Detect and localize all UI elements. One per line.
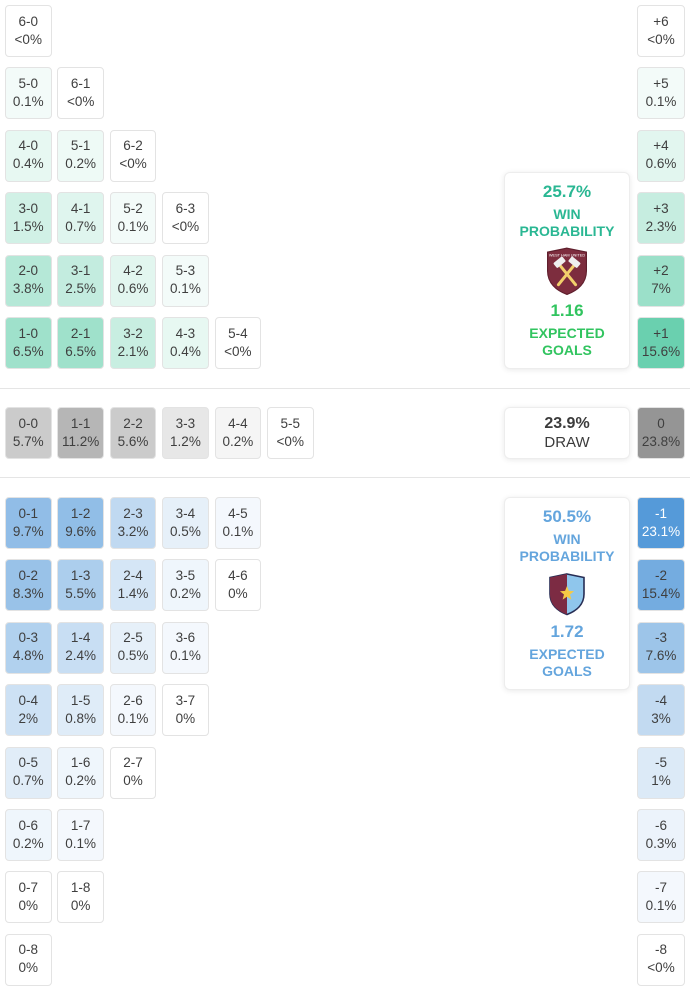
home-win-probability-label: WIN PROBABILITY <box>519 205 615 240</box>
diff-cell--4: -4 3% <box>637 684 685 737</box>
score-cell-1-1: 1-1 11.2% <box>57 407 104 459</box>
score-cell-4-5: 4-5 0.1% <box>214 497 262 549</box>
crest-emblem <box>559 585 575 600</box>
score-cell-3-7: 3-7 0% <box>162 684 209 737</box>
score-cell-6-0: 6-0 <0% <box>5 5 52 57</box>
diff-cell-+2: +2 7% <box>637 254 685 307</box>
crossed-hammers-icon <box>556 262 578 286</box>
score-cell-1-0: 1-0 6.5% <box>5 317 52 369</box>
score-cell-0-5: 0-5 0.7% <box>5 746 52 799</box>
diff-cell--6: -6 0.3% <box>637 809 685 861</box>
score-cell-2-2: 2-2 5.6% <box>109 407 157 459</box>
score-cell-0-3: 0-3 4.8% <box>5 621 52 674</box>
score-cell-5-2: 5-2 0.1% <box>109 192 157 245</box>
draw-panel: 23.9% DRAW <box>504 407 630 459</box>
score-cell-1-4: 1-4 2.4% <box>57 621 104 674</box>
score-cell-1-7: 1-7 0.1% <box>57 809 104 861</box>
score-cell-4-1: 4-1 0.7% <box>57 192 104 245</box>
score-cell-5-0: 5-0 0.1% <box>5 67 52 120</box>
score-cell-2-4: 2-4 1.4% <box>109 559 157 612</box>
draw-away-divider <box>0 477 690 478</box>
aston-villa-badge <box>547 572 587 616</box>
draw-label: DRAW <box>544 434 590 451</box>
score-cell-5-3: 5-3 0.1% <box>162 254 209 307</box>
away-expected-goals-label: EXPECTED GOALS <box>529 645 605 680</box>
score-cell-5-1: 5-1 0.2% <box>57 129 104 182</box>
score-cell-4-3: 4-3 0.4% <box>162 317 209 369</box>
score-cell-6-1: 6-1 <0% <box>57 67 104 120</box>
home-expected-goals-label: EXPECTED GOALS <box>529 324 605 359</box>
aston-villa-badge-graphic <box>549 572 585 615</box>
score-cell-4-6: 4-6 0% <box>214 559 262 612</box>
score-cell-2-1: 2-1 6.5% <box>57 317 104 369</box>
diff-cell-+3: +3 2.3% <box>637 192 685 245</box>
west-ham-badge-graphic: WEST HAM UNITED <box>547 247 587 295</box>
diff-cell--7: -7 0.1% <box>637 871 685 924</box>
away-win-probability-label: WIN PROBABILITY <box>519 530 615 565</box>
diff-cell-+6: +6 <0% <box>637 5 685 57</box>
score-cell-6-3: 6-3 <0% <box>162 192 209 245</box>
score-cell-6-2: 6-2 <0% <box>109 129 157 182</box>
away-win-panel: 50.5% WIN PROBABILITY 1.72 EXPECTED GOAL… <box>504 497 630 690</box>
score-cell-2-5: 2-5 0.5% <box>109 621 157 674</box>
score-cell-1-6: 1-6 0.2% <box>57 746 104 799</box>
score-cell-4-2: 4-2 0.6% <box>109 254 157 307</box>
score-cell-1-3: 1-3 5.5% <box>57 559 104 612</box>
score-cell-3-4: 3-4 0.5% <box>162 497 209 549</box>
score-cell-4-4: 4-4 0.2% <box>214 407 262 459</box>
home-expected-goals: 1.16 <box>550 300 584 320</box>
diff-cell-+5: +5 0.1% <box>637 67 685 120</box>
score-cell-0-1: 0-1 9.7% <box>5 497 52 549</box>
score-cell-2-7: 2-7 0% <box>109 746 157 799</box>
score-cell-1-8: 1-8 0% <box>57 871 104 924</box>
diff-cell--3: -3 7.6% <box>637 621 685 674</box>
score-cell-2-3: 2-3 3.2% <box>109 497 157 549</box>
score-cell-3-6: 3-6 0.1% <box>162 621 209 674</box>
score-cell-3-5: 3-5 0.2% <box>162 559 209 612</box>
diff-cell-+4: +4 0.6% <box>637 129 685 182</box>
score-cell-0-2: 0-2 8.3% <box>5 559 52 612</box>
away-expected-goals: 1.72 <box>550 621 584 641</box>
score-cell-1-2: 1-2 9.6% <box>57 497 104 549</box>
diff-cell--5: -5 1% <box>637 746 685 799</box>
score-cell-3-1: 3-1 2.5% <box>57 254 104 307</box>
score-cell-0-0: 0-0 5.7% <box>5 407 52 459</box>
score-cell-4-0: 4-0 0.4% <box>5 129 52 182</box>
score-cell-0-8: 0-8 0% <box>5 933 52 986</box>
score-cell-1-5: 1-5 0.8% <box>57 684 104 737</box>
score-cell-0-6: 0-6 0.2% <box>5 809 52 861</box>
diff-cell--8: -8 <0% <box>637 933 685 986</box>
score-cell-2-6: 2-6 0.1% <box>109 684 157 737</box>
west-ham-badge-text: WEST HAM UNITED <box>549 252 586 257</box>
draw-probability: 23.9% <box>544 415 590 432</box>
west-ham-badge: WEST HAM UNITED <box>544 247 590 295</box>
score-cell-2-0: 2-0 3.8% <box>5 254 52 307</box>
diff-cell-0: 0 23.8% <box>637 407 685 459</box>
score-cell-3-2: 3-2 2.1% <box>109 317 157 369</box>
diff-cell-+1: +1 15.6% <box>637 317 685 369</box>
score-cell-0-7: 0-7 0% <box>5 871 52 924</box>
score-cell-5-5: 5-5 <0% <box>267 407 314 459</box>
home-draw-divider <box>0 388 690 389</box>
diff-cell--2: -2 15.4% <box>637 559 685 612</box>
home-win-probability: 25.7% <box>542 181 592 201</box>
away-win-probability: 50.5% <box>542 506 592 526</box>
score-cell-3-0: 3-0 1.5% <box>5 192 52 245</box>
score-cell-5-4: 5-4 <0% <box>214 317 262 369</box>
home-win-panel: 25.7% WIN PROBABILITY WEST HAM UNITED 1.… <box>504 172 630 369</box>
score-cell-3-3: 3-3 1.2% <box>162 407 209 459</box>
diff-cell--1: -1 23.1% <box>637 497 685 549</box>
score-cell-0-4: 0-4 2% <box>5 684 52 737</box>
